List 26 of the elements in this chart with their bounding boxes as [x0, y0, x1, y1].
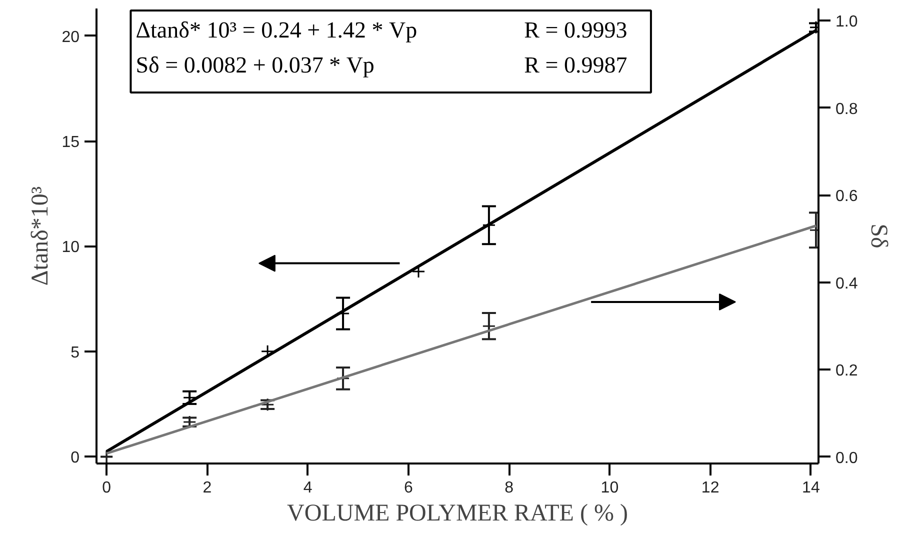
x-tick-label: 8 — [504, 480, 514, 496]
x-tick-label: 6 — [404, 480, 413, 496]
y-axis-title: Δtanδ*10³ — [28, 186, 54, 286]
y2-tick-label: 0.8 — [836, 100, 858, 118]
annotation: R = 0.9993 — [524, 18, 628, 42]
y-tick-label: 15 — [62, 134, 80, 152]
y2-tick-label: 0.0 — [836, 450, 858, 467]
x-tick-label: 2 — [202, 480, 212, 496]
annotation: Δtanδ* 10³ = 0.24 + 1.42 * Vp — [136, 18, 418, 42]
annotation: Sδ = 0.0082 + 0.037 * Vp — [136, 52, 374, 78]
x-axis-title: VOLUME POLYMER RATE ( % ) — [287, 500, 628, 526]
x-tick-label: 0 — [102, 480, 112, 496]
y2-tick-label: 0.4 — [836, 275, 858, 292]
y2-tick-label: 0.6 — [836, 188, 858, 206]
y2-tick-label: 1.0 — [836, 14, 858, 31]
y-tick-label: 0 — [70, 450, 80, 467]
y-tick-label: 10 — [62, 239, 80, 256]
y2-axis-title: Sδ — [866, 224, 892, 248]
y2-tick-label: 0.2 — [836, 362, 858, 380]
annotation: R = 0.9987 — [524, 52, 628, 78]
y-tick-label: 5 — [70, 344, 80, 362]
x-tick-label: 4 — [303, 480, 312, 496]
x-tick-label: 12 — [701, 480, 720, 496]
y-tick-label: 20 — [62, 28, 80, 46]
x-tick-label: 10 — [600, 480, 619, 496]
x-tick-label: 14 — [802, 480, 820, 496]
